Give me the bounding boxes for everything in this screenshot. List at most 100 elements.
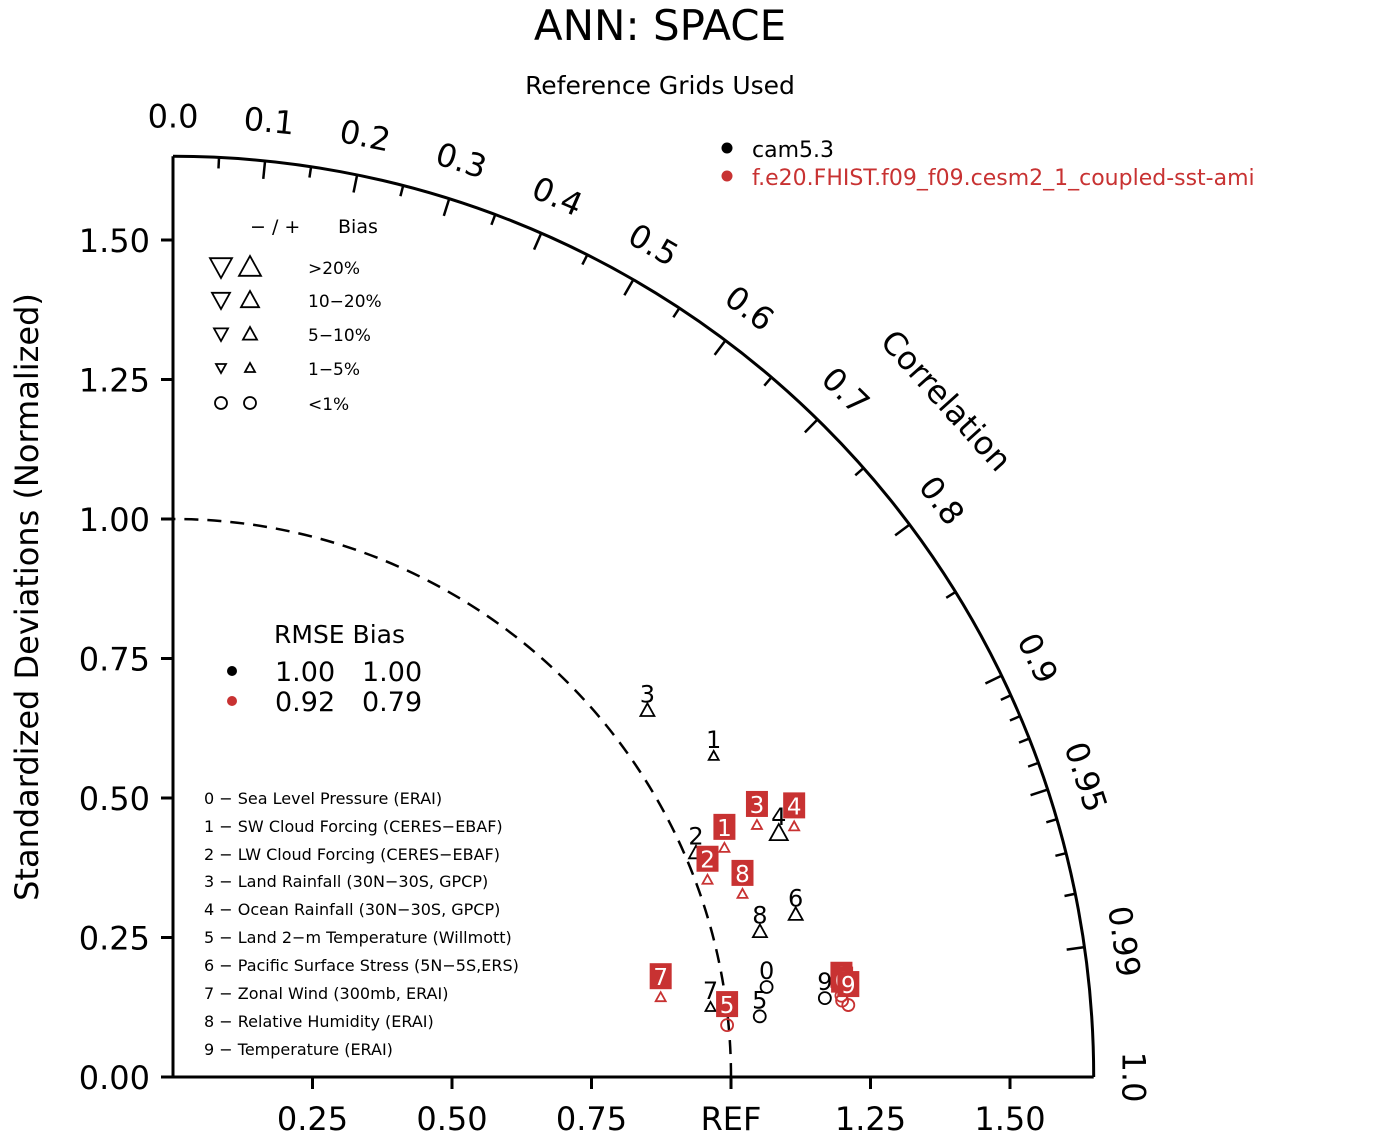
variable-key-item: 1 − SW Cloud Forcing (CERES−EBAF) — [204, 817, 503, 836]
correlation-tick — [532, 232, 543, 251]
variable-key-item: 0 − Sea Level Pressure (ERAI) — [204, 789, 442, 808]
data-point-label-box — [713, 813, 736, 840]
data-point-symbol — [787, 905, 805, 921]
bias-legend-symbol-negative — [208, 257, 234, 280]
y-tick-label: 1.25 — [79, 362, 150, 400]
data-point-label: 3 — [640, 680, 655, 708]
data-point-label: 8 — [752, 901, 767, 929]
correlation-tick — [984, 674, 1003, 685]
data-point-symbol — [703, 1000, 718, 1012]
data-point: 9 — [817, 968, 832, 1006]
series-legend-marker-cam — [721, 142, 733, 154]
data-point-label: 3 — [750, 793, 765, 819]
correlation-tick — [442, 198, 451, 217]
correlation-tick — [308, 166, 313, 178]
correlation-tick-label: 0.7 — [814, 360, 877, 423]
y-tick-label: 1.50 — [79, 222, 150, 260]
x-tick-label: 1.25 — [835, 1100, 906, 1135]
correlation-tick-label: 0.99 — [1100, 904, 1148, 980]
data-point: 3 — [638, 680, 656, 717]
correlation-tick — [945, 590, 957, 599]
data-point-label-box — [731, 859, 754, 886]
bias-legend-row-label: 10−20% — [308, 292, 382, 312]
series-legend: cam5.3 f.e20.FHIST.f09_f09.cesm2_1_coupl… — [721, 138, 1255, 191]
data-point-label-box — [745, 790, 768, 817]
x-tick-label: 0.25 — [277, 1100, 348, 1135]
bias-legend-symbol-positive — [241, 325, 259, 341]
data-point-label-box — [649, 963, 672, 990]
data-point: 7 — [703, 977, 718, 1012]
correlation-arc — [172, 154, 1096, 1078]
data-point-symbol — [841, 998, 856, 1012]
variable-key-item: 7 − Zonal Wind (300mb, ERAI) — [204, 984, 448, 1003]
rmse-value-cesm2: 0.92 — [275, 687, 335, 718]
data-point: 8 — [751, 901, 769, 938]
series-legend-marker-cesm2 — [721, 170, 733, 182]
correlation-tick — [1064, 892, 1076, 898]
bias-legend-sign-header: − / + — [250, 216, 300, 238]
data-point-symbol — [707, 749, 721, 761]
correlation-tick-label: 0.8 — [911, 469, 972, 533]
y-tick-label: 0.00 — [79, 1059, 150, 1097]
correlation-tick — [217, 157, 221, 169]
data-point: 5 — [752, 986, 767, 1024]
data-point-label: 1 — [706, 726, 721, 754]
correlation-arc-label: Correlation — [873, 322, 1019, 479]
data-point-symbol — [787, 819, 801, 832]
x-tick-label: 0.75 — [556, 1100, 627, 1135]
data-point-symbol — [751, 922, 769, 938]
data-point-label-box — [783, 792, 806, 819]
series-legend-label-cesm2: f.e20.FHIST.f09_f09.cesm2_1_coupled-sst-… — [752, 166, 1255, 191]
data-point-label: 5 — [720, 993, 735, 1019]
data-markers: 01234567890123456789 — [638, 680, 860, 1032]
y-tick-label: 0.50 — [79, 780, 150, 818]
bias-legend-symbol-negative — [210, 291, 232, 311]
data-point-label: 8 — [735, 862, 750, 888]
reference-arc — [172, 517, 733, 1078]
data-point-label: 4 — [787, 794, 802, 820]
correlation-tick — [1027, 761, 1039, 768]
data-point: 4 — [768, 803, 790, 842]
data-point: 3 — [745, 790, 768, 830]
bias-legend-symbol-positive — [243, 396, 257, 410]
data-point-label: 2 — [688, 823, 703, 851]
data-point-label-box — [696, 845, 719, 872]
data-point-label: 4 — [771, 803, 786, 831]
data-point-label: 1 — [717, 816, 732, 842]
data-point-label-box — [837, 971, 860, 998]
x-tick-label: 1.50 — [974, 1100, 1045, 1135]
correlation-tick-label: 0.9 — [1009, 627, 1065, 689]
variable-key-item: 8 − Relative Humidity (ERAI) — [204, 1012, 434, 1031]
data-point-label: 2 — [700, 848, 715, 874]
data-point-symbol — [720, 1018, 734, 1032]
bias-value-cam: 1.00 — [362, 657, 422, 688]
data-point-label: 7 — [653, 965, 668, 991]
data-point: 7 — [649, 963, 672, 1003]
variable-key-item: 5 − Land 2−m Temperature (Willmott) — [204, 928, 512, 947]
correlation-tick-label: 0.4 — [526, 169, 588, 224]
y-tick-label: 1.00 — [79, 501, 150, 539]
data-point-symbol — [750, 818, 764, 830]
variable-key-item: 3 − Land Rainfall (30N−30S, GPCP) — [204, 872, 488, 891]
data-point: 5 — [716, 991, 739, 1032]
bias-legend-row-label: 1−5% — [308, 360, 360, 380]
data-point-symbol — [717, 841, 731, 853]
correlation-tick — [1030, 788, 1049, 797]
correlation-tick — [581, 254, 589, 266]
bias-legend-symbol-positive — [239, 289, 261, 309]
correlation-tick — [490, 214, 497, 226]
bias-legend-symbol-positive — [237, 254, 263, 277]
correlation-tick-label: 0.6 — [718, 278, 782, 339]
correlation-tick-label: 0.5 — [622, 216, 685, 274]
variable-key-item: 9 − Temperature (ERAI) — [204, 1040, 393, 1059]
data-point-label: 6 — [788, 884, 803, 912]
y-tick-label: 0.25 — [79, 920, 150, 958]
data-point-label: 5 — [752, 986, 767, 1014]
correlation-tick — [854, 467, 865, 477]
chart-subtitle: Reference Grids Used — [525, 71, 795, 100]
correlation-tick — [672, 307, 681, 318]
correlation-tick — [1000, 694, 1012, 701]
data-point-symbol — [817, 991, 832, 1006]
y-tick-label: 0.75 — [79, 641, 150, 679]
